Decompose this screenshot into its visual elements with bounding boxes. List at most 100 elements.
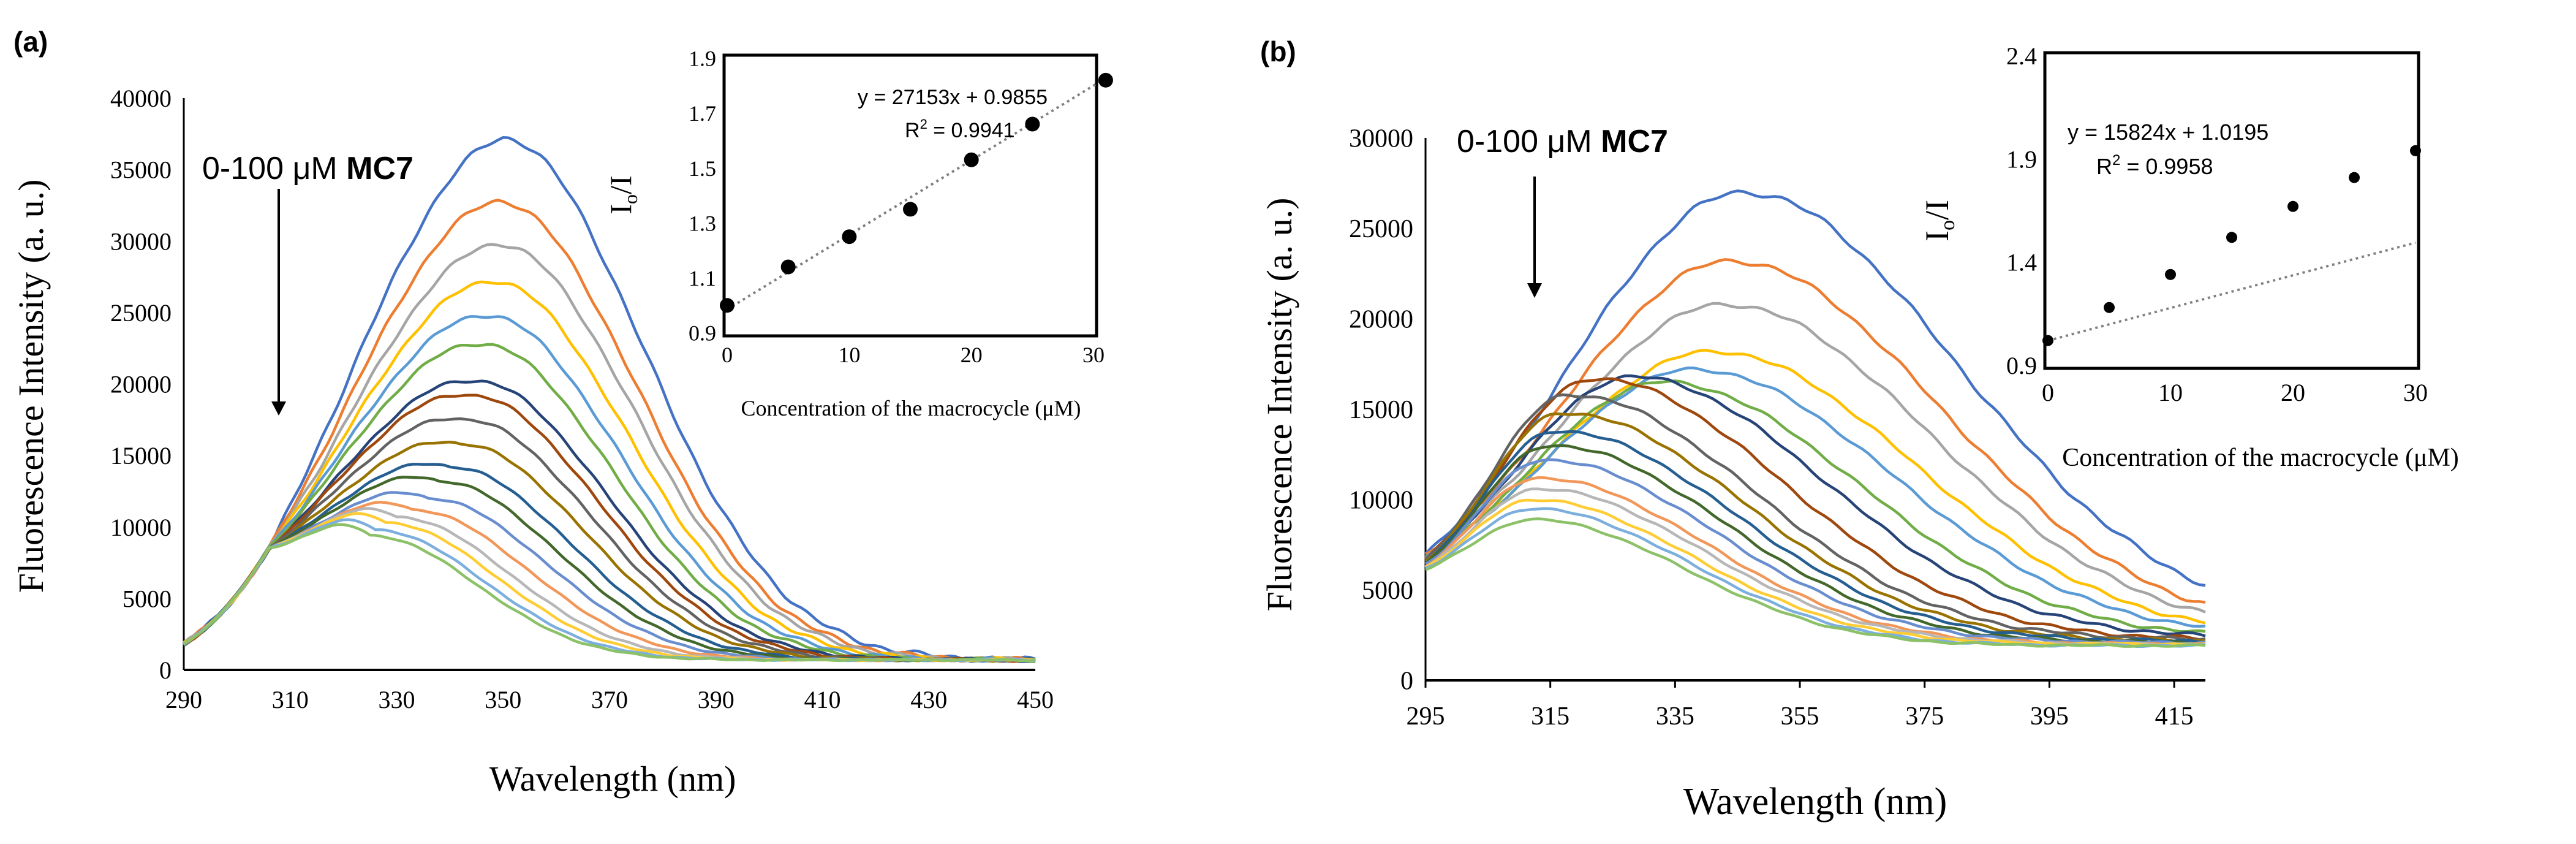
a-y-tick-label: 25000 xyxy=(110,299,172,327)
ia-x-tick-label: 0 xyxy=(722,343,733,367)
ib-data-point xyxy=(2226,232,2237,243)
panel-a-inset-x-ticks: 0 10 20 30 xyxy=(722,343,1105,367)
panel-b-spectrum-1 xyxy=(1424,189,2206,587)
b-y-tick-label: 20000 xyxy=(1349,306,1413,334)
panel-b-x-label: Wavelength (nm) xyxy=(1683,781,1947,823)
a-x-tick-label: 310 xyxy=(272,686,309,713)
b-y-tick-label: 30000 xyxy=(1349,125,1413,153)
panel-a: (a) 0 5000 10000 15000 20000 25000 30000 35000 4… xyxy=(11,26,1113,799)
ia-x-tick-label: 30 xyxy=(1082,343,1105,367)
panel-b-y-label: Fluorescence Intensity (a. u.) xyxy=(1260,198,1299,612)
panel-a-y-label: Fluorescence Intensity (a. u.) xyxy=(11,180,51,593)
panel-a-inset-equation: y = 27153x + 0.9855 xyxy=(858,86,1048,109)
panel-a-inset-y-label-sub: o xyxy=(619,194,641,204)
panel-b-inset-frame xyxy=(2043,51,2420,370)
a-x-tick-label: 330 xyxy=(379,686,415,713)
panel-a-spectrum-18 xyxy=(183,523,1036,663)
panel-a-inset-y-ticks: 0.9 1.1 1.3 1.5 1.7 1.9 xyxy=(689,47,716,346)
panel-a-spectra xyxy=(183,136,1036,664)
panel-a-inset-y-label: Io/I xyxy=(603,175,641,214)
panel-b-spectrum-9 xyxy=(1424,393,2206,642)
panel-a-spectrum-3 xyxy=(183,243,1036,663)
panel-b-inset-equation: y = 15824x + 1.0195 xyxy=(2068,120,2268,145)
panel-b-spectrum-13 xyxy=(1424,458,2206,646)
a-x-tick-label: 410 xyxy=(804,686,841,713)
panel-a-inset-frame xyxy=(722,53,1098,338)
ib-data-point xyxy=(2410,145,2421,156)
a-x-tick-label: 350 xyxy=(485,686,521,713)
panel-a-inset-y-label-main: I xyxy=(603,204,638,215)
panel-a-annotation-range: 0-100 μM xyxy=(202,151,346,186)
panel-a-inset-points xyxy=(720,72,1113,313)
b-y-tick-label: 0 xyxy=(1400,667,1413,696)
a-y-tick-label: 10000 xyxy=(110,514,172,541)
panel-b-inset-r2-prefix: R xyxy=(2096,154,2112,179)
ia-data-point xyxy=(1025,116,1040,132)
panel-a-inset-r2: R2 = 0.9941 xyxy=(905,116,1015,142)
a-x-tick-label: 430 xyxy=(910,686,947,713)
panel-a-arrow-head xyxy=(271,401,286,416)
a-y-tick-label: 40000 xyxy=(110,85,172,112)
b-y-tick-label: 10000 xyxy=(1349,487,1413,515)
panel-a-inset-x-label: Concentration of the macrocycle (μM) xyxy=(741,396,1081,420)
panel-b-inset-x-label: Concentration of the macrocycle (μM) xyxy=(2062,444,2459,472)
panel-a-inset-r2-value: = 0.9941 xyxy=(927,119,1015,142)
ib-x-tick-label: 10 xyxy=(2158,379,2183,406)
panel-a-label: (a) xyxy=(13,26,48,58)
panel-b-spectrum-10 xyxy=(1424,412,2206,643)
panel-b-spectrum-4 xyxy=(1424,349,2206,625)
panel-b-spectrum-14 xyxy=(1424,476,2206,647)
panel-b: (b) 0 5000 10000 15000 20000 25000 30000 295 31… xyxy=(1260,36,2459,823)
b-x-tick-label: 315 xyxy=(1531,702,1569,731)
panel-a-inset-r2-prefix: R xyxy=(905,119,920,142)
ia-data-point xyxy=(720,298,735,313)
panel-b-inset-y-label-sub: o xyxy=(1936,220,1959,230)
ib-y-tick-label: 1.4 xyxy=(2006,249,2037,276)
ia-data-point xyxy=(1098,72,1113,88)
panel-a-y-ticks: 0 5000 10000 15000 20000 25000 30000 35000 40000 xyxy=(110,85,172,684)
panel-b-inset-r2-exponent: 2 xyxy=(2112,152,2120,169)
panel-b-spectrum-18 xyxy=(1425,517,2206,648)
ia-data-point xyxy=(780,259,796,275)
ib-data-point xyxy=(2042,335,2053,346)
ia-x-tick-label: 20 xyxy=(961,343,983,367)
panel-b-inset-y-label-tail: /I xyxy=(1919,200,1955,220)
ib-x-tick-label: 0 xyxy=(2042,379,2054,406)
panel-a-spectrum-17 xyxy=(183,518,1036,663)
panel-b-x-ticks: 295 315 335 355 375 395 415 xyxy=(1407,680,2194,731)
panel-b-spectrum-6 xyxy=(1425,379,2206,633)
panel-b-inset-x-ticks: 0 10 20 30 xyxy=(2042,379,2428,406)
panel-b-label: (b) xyxy=(1260,36,1296,67)
b-x-tick-label: 395 xyxy=(2030,702,2069,731)
ib-data-point xyxy=(2287,200,2298,212)
panel-b-annotation-compound: MC7 xyxy=(1601,124,1668,159)
a-y-tick-label: 35000 xyxy=(110,156,172,184)
ia-y-tick-label: 1.9 xyxy=(689,47,716,71)
ib-x-tick-label: 20 xyxy=(2281,379,2305,406)
a-y-tick-label: 15000 xyxy=(110,442,172,470)
panel-a-spectrum-12 xyxy=(183,476,1036,663)
panel-b-inset-y-label: Io/I xyxy=(1919,200,1959,241)
b-y-tick-label: 5000 xyxy=(1362,577,1413,605)
ib-y-tick-label: 1.9 xyxy=(2006,145,2037,173)
a-y-tick-label: 30000 xyxy=(110,227,172,255)
b-x-tick-label: 375 xyxy=(1905,702,1944,731)
panel-b-y-ticks: 0 5000 10000 15000 20000 25000 30000 xyxy=(1349,125,1413,696)
panel-b-inset-r2-value: = 0.9958 xyxy=(2120,154,2213,179)
panel-b-arrow-head xyxy=(1527,283,1542,298)
ia-y-tick-label: 0.9 xyxy=(689,321,716,346)
panel-b-inset-r2: R2 = 0.9958 xyxy=(2096,152,2213,179)
panel-b-spectrum-11 xyxy=(1424,430,2206,644)
a-y-tick-label: 20000 xyxy=(110,371,172,398)
b-x-tick-label: 415 xyxy=(2155,702,2194,731)
ia-x-tick-label: 10 xyxy=(838,343,860,367)
ib-x-tick-label: 30 xyxy=(2403,379,2428,406)
a-y-tick-label: 5000 xyxy=(123,585,172,612)
ia-y-tick-label: 1.7 xyxy=(689,101,716,126)
panel-a-inset: 0.9 1.1 1.3 1.5 1.7 1.9 0 10 20 30 y = 27153x + … xyxy=(603,47,1113,420)
panel-a-inset-y-label-tail: /I xyxy=(603,175,638,194)
ib-y-tick-label: 2.4 xyxy=(2006,42,2037,70)
panel-b-inset-fit-line xyxy=(2047,241,2416,342)
ib-y-tick-label: 0.9 xyxy=(2006,352,2037,379)
